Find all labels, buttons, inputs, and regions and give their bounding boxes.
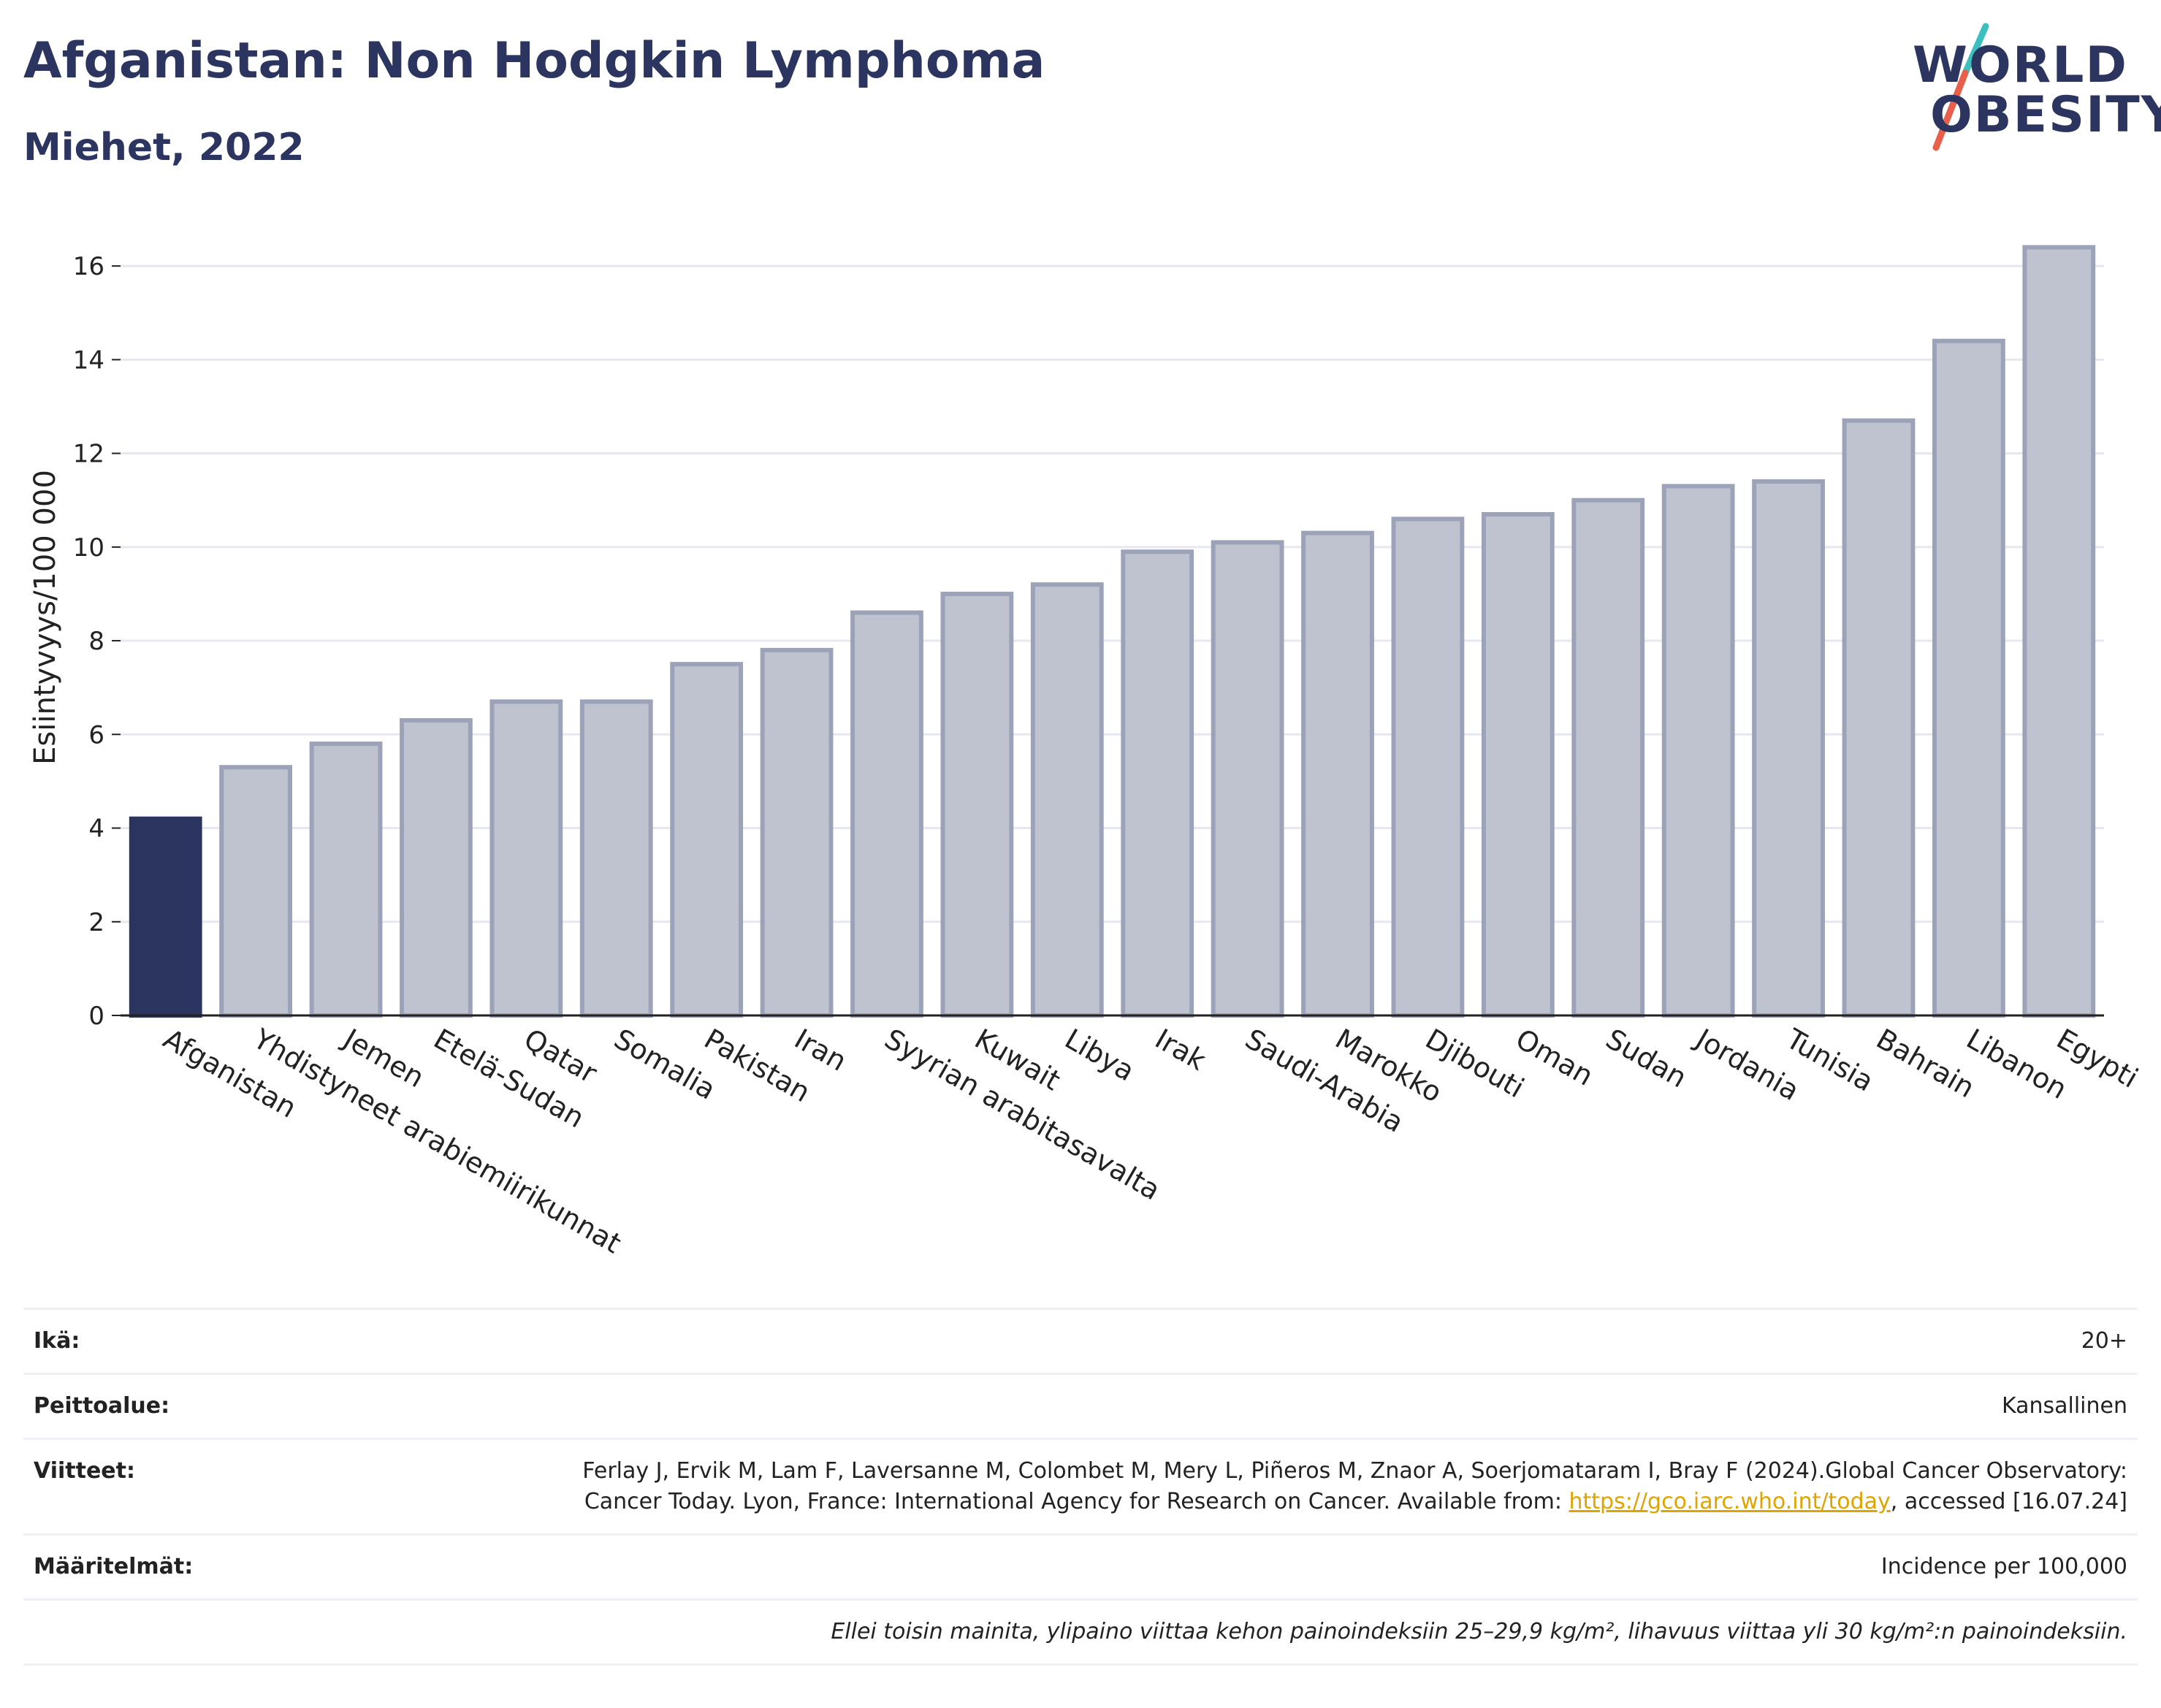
y-tick-label: 8 [88, 627, 104, 656]
x-tick-label: Bahrain [1871, 1023, 1980, 1105]
bar-pakistan [670, 662, 744, 1018]
bar-kuwait [940, 591, 1014, 1018]
logo-text-world: WORLD [1913, 37, 2128, 94]
info-row-age: Ikä: 20+ [23, 1308, 2138, 1373]
bar-somalia [579, 699, 653, 1018]
bar-saudi-arabia [1211, 540, 1284, 1018]
bar-libanon [1932, 338, 2005, 1018]
bar-libya [1030, 582, 1104, 1018]
world-obesity-logo: WORLD OBESITY [1899, 22, 2161, 153]
coverage-value: Kansallinen [2001, 1393, 2127, 1419]
definitions-value: Incidence per 100,000 [1880, 1554, 2127, 1579]
info-row-definitions: Määritelmät: Incidence per 100,000 [23, 1533, 2138, 1598]
definitions-label: Määritelmät: [34, 1554, 194, 1579]
y-tick-label: 4 [88, 815, 104, 844]
info-row-coverage: Peittoalue: Kansallinen [23, 1373, 2138, 1438]
info-row-note: Ellei toisin mainita, ylipaino viittaa k… [23, 1598, 2138, 1666]
coverage-label: Peittoalue: [34, 1393, 170, 1419]
y-tick-label: 10 [73, 533, 104, 563]
bar-jemen [309, 741, 383, 1018]
references-tail: , accessed [16.07.24] [1890, 1489, 2127, 1514]
y-axis-title: Esiintyvyys/100 000 [28, 470, 62, 765]
page-title: Afganistan: Non Hodgkin Lymphoma [23, 32, 1045, 90]
footnote: Ellei toisin mainita, ylipaino viittaa k… [831, 1619, 2127, 1644]
bar-djibouti [1391, 516, 1465, 1018]
y-tick-label: 0 [88, 1002, 104, 1031]
bar-bahrain [1842, 418, 1916, 1018]
x-tick-label: Libanon [1961, 1023, 2072, 1105]
chart-bars [129, 245, 2096, 1018]
bar-marokko [1301, 530, 1374, 1018]
x-tick-label: Jordania [1689, 1022, 1804, 1107]
x-tick-label: Iran [789, 1023, 852, 1078]
bar-iran [760, 647, 834, 1018]
references-link[interactable]: https://gco.iarc.who.int/today [1569, 1489, 1891, 1514]
bar-yhdistyneet-arabiemiirikunnat [219, 765, 293, 1018]
x-tick-label: Etelä-Sudan [428, 1023, 590, 1135]
bar-egypti [2022, 245, 2096, 1018]
bar-syyrian-arabitasavalta [850, 610, 923, 1018]
bar-etelä-sudan [400, 718, 473, 1018]
bar-oman [1481, 511, 1555, 1018]
y-tick-label: 2 [88, 908, 104, 937]
age-label: Ikä: [34, 1328, 80, 1354]
y-tick-label: 12 [73, 440, 104, 469]
y-tick-label: 14 [73, 346, 104, 375]
references-value: Ferlay J, Ervik M, Lam F, Laversanne M, … [557, 1456, 2127, 1517]
bar-qatar [489, 699, 563, 1018]
references-label: Viitteet: [34, 1458, 135, 1484]
bar-sudan [1571, 497, 1645, 1018]
info-row-references: Viitteet: Ferlay J, Ervik M, Lam F, Lave… [23, 1438, 2138, 1533]
chart-axes [112, 265, 2104, 1017]
logo-text-obesity: OBESITY [1930, 86, 2161, 144]
x-tick-label: Irak [1150, 1023, 1211, 1077]
page-subtitle: Miehet, 2022 [23, 126, 305, 169]
bar-irak [1121, 549, 1194, 1018]
info-table: Ikä: 20+ Peittoalue: Kansallinen Viittee… [23, 1308, 2138, 1666]
age-value: 20+ [2081, 1328, 2127, 1354]
x-tick-label: Libya [1059, 1023, 1140, 1088]
bar-tunisia [1752, 479, 1825, 1018]
bar-afganistan [129, 816, 202, 1018]
x-tick-label: Somalia [609, 1023, 721, 1106]
y-tick-label: 6 [88, 720, 104, 750]
references-text: Ferlay J, Ervik M, Lam F, Laversanne M, … [582, 1458, 2127, 1514]
y-tick-label: 16 [73, 252, 104, 281]
bar-jordania [1661, 484, 1735, 1018]
x-tick-label: Sudan [1601, 1023, 1693, 1094]
logo-slash-icon [1932, 23, 1989, 151]
